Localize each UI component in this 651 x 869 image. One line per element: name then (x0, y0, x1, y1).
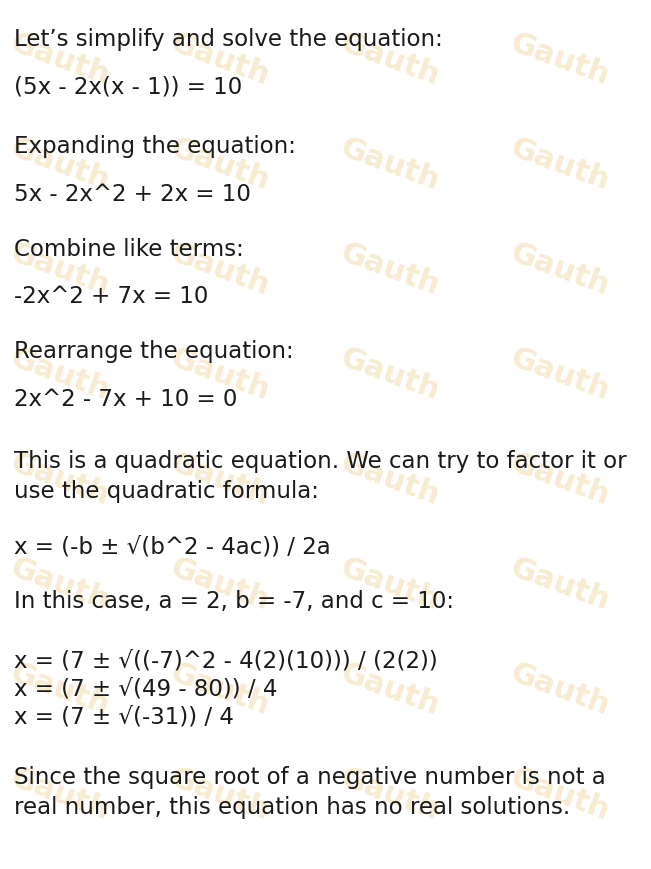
Text: Gauth: Gauth (337, 29, 443, 91)
Text: Since the square root of a negative number is not a: Since the square root of a negative numb… (14, 766, 605, 789)
Text: Gauth: Gauth (506, 659, 613, 721)
Text: Gauth: Gauth (337, 554, 443, 616)
Text: Gauth: Gauth (337, 764, 443, 826)
Text: Gauth: Gauth (167, 29, 273, 91)
Text: Gauth: Gauth (506, 344, 613, 407)
Text: Gauth: Gauth (167, 344, 273, 407)
Text: -2x^2 + 7x = 10: -2x^2 + 7x = 10 (14, 285, 208, 308)
Text: x = (7 ± √(-31)) / 4: x = (7 ± √(-31)) / 4 (14, 706, 234, 729)
Text: Gauth: Gauth (506, 134, 613, 196)
Text: Rearrange the equation:: Rearrange the equation: (14, 340, 294, 363)
Text: Gauth: Gauth (167, 448, 273, 511)
Text: Gauth: Gauth (7, 659, 113, 721)
Text: Gauth: Gauth (167, 239, 273, 302)
Text: Combine like terms:: Combine like terms: (14, 238, 243, 261)
Text: Let’s simplify and solve the equation:: Let’s simplify and solve the equation: (14, 28, 443, 51)
Text: Gauth: Gauth (7, 344, 113, 407)
Text: Expanding the equation:: Expanding the equation: (14, 135, 296, 158)
Text: Gauth: Gauth (337, 134, 443, 196)
Text: Gauth: Gauth (506, 554, 613, 616)
Text: (5x - 2x(x - 1)) = 10: (5x - 2x(x - 1)) = 10 (14, 75, 242, 98)
Text: Gauth: Gauth (506, 448, 613, 511)
Text: x = (7 ± √(49 - 80)) / 4: x = (7 ± √(49 - 80)) / 4 (14, 678, 277, 701)
Text: Gauth: Gauth (7, 134, 113, 196)
Text: Gauth: Gauth (167, 134, 273, 196)
Text: Gauth: Gauth (506, 764, 613, 826)
Text: Gauth: Gauth (7, 239, 113, 302)
Text: Gauth: Gauth (337, 448, 443, 511)
Text: Gauth: Gauth (167, 554, 273, 616)
Text: Gauth: Gauth (7, 554, 113, 616)
Text: use the quadratic formula:: use the quadratic formula: (14, 480, 319, 503)
Text: Gauth: Gauth (337, 344, 443, 407)
Text: Gauth: Gauth (506, 239, 613, 302)
Text: Gauth: Gauth (7, 29, 113, 91)
Text: Gauth: Gauth (337, 239, 443, 302)
Text: 5x - 2x^2 + 2x = 10: 5x - 2x^2 + 2x = 10 (14, 183, 251, 206)
Text: x = (-b ± √(b^2 - 4ac)) / 2a: x = (-b ± √(b^2 - 4ac)) / 2a (14, 535, 331, 558)
Text: real number, this equation has no real solutions.: real number, this equation has no real s… (14, 796, 570, 819)
Text: Gauth: Gauth (506, 29, 613, 91)
Text: Gauth: Gauth (167, 659, 273, 721)
Text: x = (7 ± √((-7)^2 - 4(2)(10))) / (2(2)): x = (7 ± √((-7)^2 - 4(2)(10))) / (2(2)) (14, 650, 437, 673)
Text: Gauth: Gauth (337, 659, 443, 721)
Text: Gauth: Gauth (7, 448, 113, 511)
Text: Gauth: Gauth (7, 764, 113, 826)
Text: In this case, a = 2, b = -7, and c = 10:: In this case, a = 2, b = -7, and c = 10: (14, 590, 454, 613)
Text: This is a quadratic equation. We can try to factor it or: This is a quadratic equation. We can try… (14, 450, 627, 473)
Text: 2x^2 - 7x + 10 = 0: 2x^2 - 7x + 10 = 0 (14, 388, 238, 411)
Text: Gauth: Gauth (167, 764, 273, 826)
